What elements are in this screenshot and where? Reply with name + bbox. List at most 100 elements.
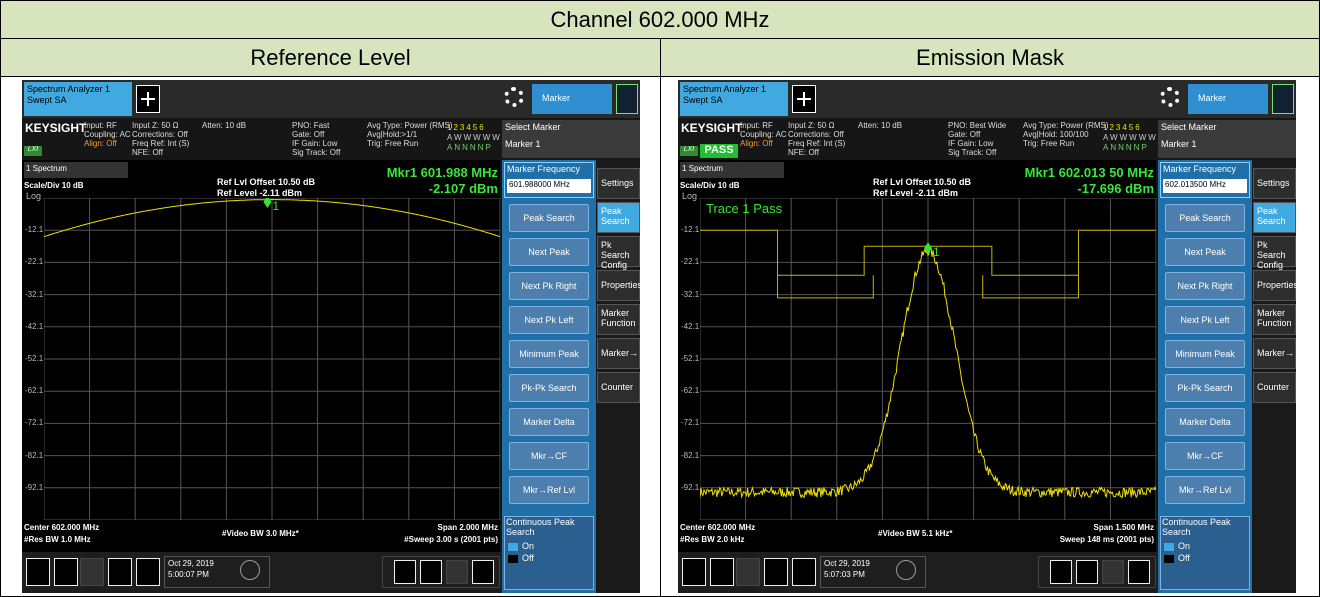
date-text: Oct 29, 2019 (168, 559, 214, 568)
date-box (164, 556, 270, 588)
menu-dropdown (1188, 84, 1268, 114)
status-text: Gate: Off (948, 130, 981, 139)
side-tab: Pk Search Config (597, 236, 640, 270)
select-label: Select Marker (1161, 122, 1217, 132)
softkey: Minimum Peak (1165, 340, 1245, 368)
softkey: Next Peak (509, 238, 589, 266)
spectrum-label: 1 Spectrum (26, 164, 67, 173)
tab-label: Spectrum Analyzer 1 (27, 84, 111, 94)
freq-label: Marker Frequency (507, 164, 581, 174)
side-tab: Counter (597, 372, 640, 403)
status-text: Corrections: Off (788, 130, 844, 139)
taskbar-icon (1128, 560, 1150, 584)
softkey: Marker Delta (1165, 408, 1245, 436)
taskbar-icon (420, 560, 442, 584)
marker-readout: Mkr1 601.988 MHz (386, 165, 498, 180)
mask-line (982, 275, 1079, 299)
side-tab: Counter (1253, 372, 1296, 403)
menu-dropdown (532, 84, 612, 114)
freq-box (504, 162, 594, 198)
y-label: -72.1 (25, 418, 44, 428)
status-text: Coupling: AC (740, 130, 787, 139)
instrument-tab (680, 82, 788, 116)
spectrum-dropdown (680, 162, 784, 178)
instrument-tab (24, 82, 132, 116)
softkey: Pk-Pk Search (509, 374, 589, 402)
y-label: -72.1 (681, 418, 700, 428)
ref-text: Ref Level -2.11 dBm (873, 188, 959, 198)
keyboard-button (240, 560, 260, 580)
off-indicator (508, 555, 518, 563)
tab-label: Spectrum Analyzer 1 (683, 84, 767, 94)
side-tab: Settings (597, 168, 640, 199)
continuous-label: Continuous Peak Search (1162, 517, 1231, 537)
select-value: Marker 1 (1161, 139, 1197, 149)
taskbar-icon (108, 558, 132, 586)
bottom-label: #Video BW 5.1 kHz* (878, 529, 953, 538)
ref-text: Ref Level -2.11 dBm (217, 188, 303, 198)
status-text: Sig Track: Off (292, 148, 341, 157)
softkey: Mkr→Ref Lvl (509, 476, 589, 504)
scale: Scale/Div 10 dB (680, 181, 740, 190)
side-tab: Marker→ (1253, 338, 1296, 369)
date-text: 5:07:03 PM (824, 570, 865, 579)
status-text: NFE: Off (132, 148, 163, 157)
status-icon (1272, 84, 1294, 114)
settings-icon (504, 87, 524, 107)
taskbar-icon (26, 558, 50, 586)
y-label: -92.1 (25, 482, 44, 492)
bottom-label: Center 602.000 MHz (680, 523, 756, 532)
lxi-badge: LXI (24, 146, 42, 156)
bottom-label: Span 1.500 MHz (1093, 523, 1154, 532)
side-tab: Properties (1253, 270, 1296, 301)
status-text: IF Gain: Low (948, 139, 994, 148)
status-text: Gate: Off (292, 130, 325, 139)
screenshot: Spectrum Analyzer 1 Swept SA Marker KEYSIGH… (678, 80, 1296, 593)
taskbar-icon (54, 558, 78, 586)
y-label: -42.1 (681, 321, 700, 331)
window-area (1038, 556, 1156, 588)
freq-value: 601.988000 MHz (507, 179, 591, 193)
taskbar-icon (1076, 560, 1098, 584)
status-text: Atten: 10 dB (858, 121, 903, 130)
marker-symbol (924, 242, 932, 255)
marker-symbol (263, 198, 272, 208)
menu-label: Marker (1198, 93, 1227, 103)
softkey: Mkr→CF (509, 442, 589, 470)
y-label: -62.1 (25, 386, 44, 396)
status-text: Corrections: Off (132, 130, 188, 139)
marker-id: 1 (933, 245, 940, 260)
date-text: 5:00:07 PM (168, 570, 209, 579)
status-text: Input: RF (740, 121, 773, 130)
status-text: IF Gain: Low (292, 139, 338, 148)
select-marker (502, 120, 640, 158)
y-label: -22.1 (25, 257, 44, 267)
softkey: Next Pk Right (509, 272, 589, 300)
y-label: -62.1 (681, 386, 700, 396)
softkey: Mkr→CF (1165, 442, 1245, 470)
spectrum-dropdown (24, 162, 128, 178)
bottom-label: #Video BW 3.0 MHz* (222, 529, 299, 538)
side-tab: Marker Function (1253, 304, 1296, 335)
bottom-label: Span 2.000 MHz (437, 523, 498, 532)
taskbar-icon (1050, 560, 1072, 584)
status-text: Avg Type: Power (RMS) (367, 121, 453, 130)
freq-box (1160, 162, 1250, 198)
taskbar-icon (136, 558, 160, 586)
pass-badge: PASS (700, 144, 738, 158)
side-tab: Pk Search Config (1253, 236, 1296, 270)
side-tab: Peak Search (597, 202, 640, 233)
off-label: Off (522, 553, 534, 563)
status-text: Avg|Hold: 100/100 (1023, 130, 1089, 139)
ref-text: Ref Lvl Offset 10.50 dB (873, 177, 972, 187)
softkey: Pk-Pk Search (1165, 374, 1245, 402)
select-value: Marker 1 (505, 139, 541, 149)
freq-label: Marker Frequency (1163, 164, 1237, 174)
graph-area (678, 160, 1156, 552)
log: Log (26, 191, 42, 201)
status-text: Input Z: 50 Ω (132, 121, 179, 130)
plus-v (147, 92, 149, 106)
trace (44, 199, 500, 238)
freq-value: 602.013500 MHz (1163, 179, 1247, 193)
